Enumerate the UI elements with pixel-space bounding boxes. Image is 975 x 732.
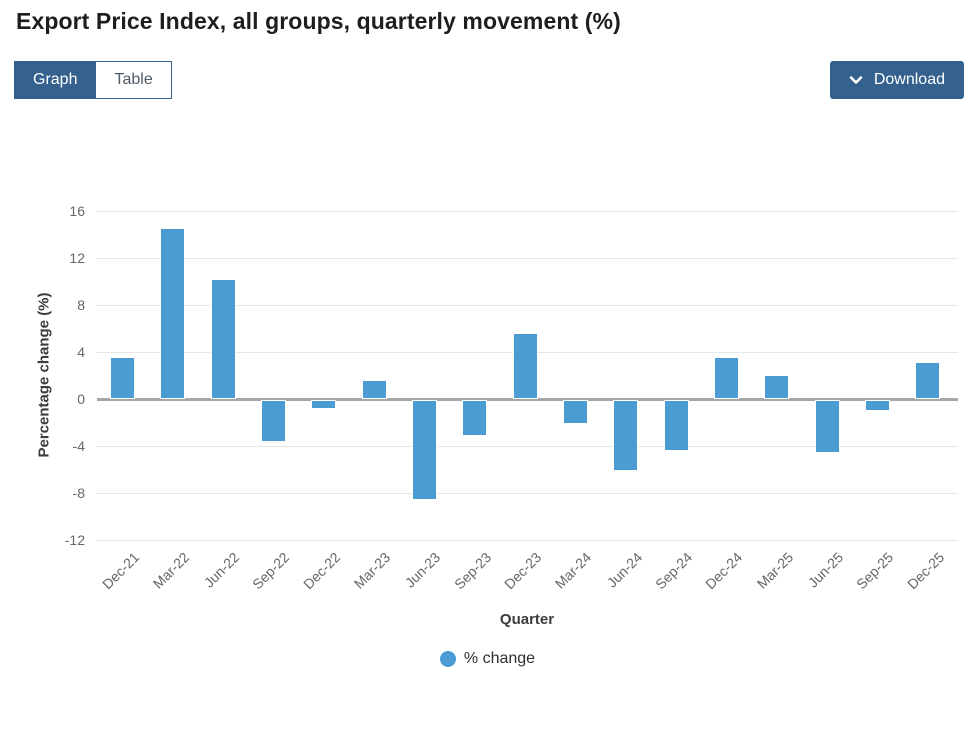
y-tick-label: 4 [77, 344, 85, 360]
bar-chart: Percentage change (%) 16 12 8 4 0 -4 -8 -12 Dec-… [0, 150, 975, 710]
y-tick-label: 8 [77, 297, 85, 313]
bar[interactable] [312, 401, 336, 409]
x-tick-label: Sep-24 [652, 549, 696, 593]
gridline [97, 493, 958, 494]
bar[interactable] [412, 401, 436, 499]
bar[interactable] [161, 228, 185, 398]
bar[interactable] [614, 401, 638, 470]
download-button[interactable]: Download [829, 61, 964, 99]
y-tick-label: 0 [77, 391, 85, 407]
y-tick-label: 16 [69, 203, 85, 219]
bar[interactable] [865, 401, 889, 410]
bar[interactable] [211, 280, 235, 398]
y-tick-label: -12 [64, 532, 85, 548]
legend-marker-icon [439, 651, 456, 667]
bar[interactable] [815, 401, 839, 452]
x-tick-label: Jun-22 [200, 549, 243, 591]
bar[interactable] [513, 334, 537, 398]
legend-label: % change [463, 650, 536, 667]
x-tick-label: Mar-22 [149, 549, 193, 592]
x-tick-label: Dec-22 [299, 549, 344, 593]
bar[interactable] [916, 362, 940, 398]
gridline [97, 446, 958, 447]
bar[interactable] [261, 401, 285, 442]
bar[interactable] [714, 357, 738, 398]
zero-line [97, 398, 958, 401]
bar[interactable] [563, 401, 587, 423]
page-title: Export Price Index, all groups, quarterl… [16, 8, 621, 34]
tab-graph[interactable]: Graph [15, 62, 96, 98]
download-label: Download [873, 71, 945, 88]
x-tick-label: Sep-25 [853, 549, 897, 593]
legend[interactable]: % change [0, 650, 975, 668]
y-tick-label: -8 [72, 485, 85, 501]
x-axis-title: Quarter [499, 611, 555, 628]
x-tick-label: Mar-25 [753, 549, 797, 592]
view-toggle: Graph Table [14, 61, 172, 99]
x-tick-label: Mar-23 [350, 549, 394, 592]
tab-table[interactable]: Table [95, 62, 171, 98]
bar[interactable] [111, 357, 134, 398]
x-tick-label: Dec-24 [702, 549, 746, 593]
bar[interactable] [463, 401, 487, 436]
x-tick-label: Jun-23 [402, 549, 444, 591]
gridline [97, 258, 958, 259]
y-tick-label: -4 [72, 438, 85, 454]
chevron-down-icon [849, 74, 863, 86]
y-axis-title: Percentage change (%) [35, 292, 53, 458]
x-tick-label: Jun-24 [603, 549, 646, 591]
gridline [97, 305, 958, 306]
x-tick-label: Jun-25 [804, 549, 847, 591]
bar[interactable] [664, 401, 688, 450]
bar[interactable] [765, 375, 789, 398]
gridline [97, 540, 958, 541]
x-tick-label: Dec-25 [903, 549, 948, 593]
x-tick-label: Dec-21 [98, 549, 142, 593]
gridline [97, 211, 958, 212]
x-tick-label: Dec-23 [501, 549, 545, 593]
bar[interactable] [362, 381, 386, 398]
y-tick-label: 12 [69, 250, 85, 266]
x-tick-label: Sep-22 [249, 549, 293, 593]
x-tick-label: Sep-23 [450, 549, 495, 593]
x-tick-label: Mar-24 [552, 549, 595, 592]
